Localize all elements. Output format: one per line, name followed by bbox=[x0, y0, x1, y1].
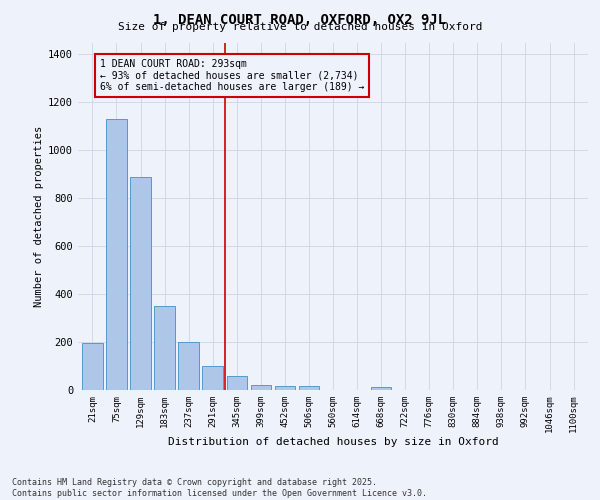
Bar bbox=[130, 176, 151, 390]
Bar bbox=[275, 386, 295, 390]
Bar bbox=[178, 342, 199, 390]
X-axis label: Distribution of detached houses by size in Oxford: Distribution of detached houses by size … bbox=[167, 436, 499, 446]
Text: Size of property relative to detached houses in Oxford: Size of property relative to detached ho… bbox=[118, 22, 482, 32]
Bar bbox=[299, 386, 319, 390]
Bar bbox=[202, 366, 223, 390]
Y-axis label: Number of detached properties: Number of detached properties bbox=[34, 126, 44, 307]
Bar bbox=[227, 376, 247, 390]
Bar bbox=[251, 384, 271, 390]
Bar bbox=[371, 387, 391, 390]
Bar bbox=[154, 306, 175, 390]
Text: 1, DEAN COURT ROAD, OXFORD, OX2 9JL: 1, DEAN COURT ROAD, OXFORD, OX2 9JL bbox=[154, 12, 446, 26]
Text: 1 DEAN COURT ROAD: 293sqm
← 93% of detached houses are smaller (2,734)
6% of sem: 1 DEAN COURT ROAD: 293sqm ← 93% of detac… bbox=[100, 60, 364, 92]
Bar bbox=[106, 119, 127, 390]
Text: Contains HM Land Registry data © Crown copyright and database right 2025.
Contai: Contains HM Land Registry data © Crown c… bbox=[12, 478, 427, 498]
Bar bbox=[82, 344, 103, 390]
